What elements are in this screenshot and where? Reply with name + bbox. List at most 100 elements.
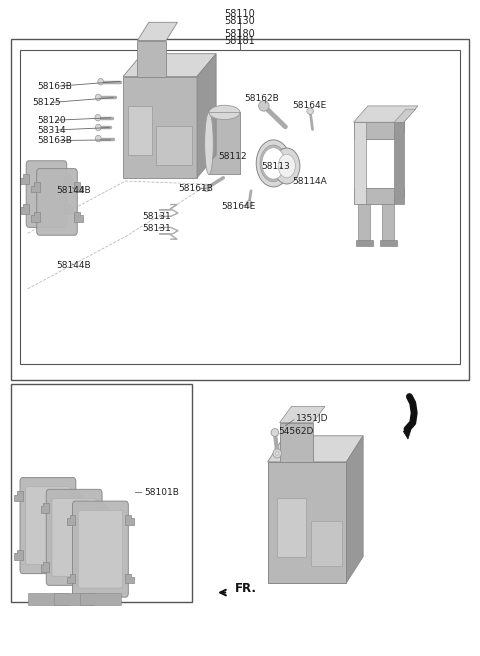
Polygon shape bbox=[354, 122, 404, 138]
Ellipse shape bbox=[98, 79, 104, 85]
Polygon shape bbox=[347, 436, 363, 583]
Polygon shape bbox=[123, 77, 197, 178]
Text: 58181: 58181 bbox=[225, 36, 255, 46]
Ellipse shape bbox=[271, 428, 279, 436]
Polygon shape bbox=[54, 593, 95, 605]
Polygon shape bbox=[137, 22, 178, 41]
Polygon shape bbox=[74, 182, 83, 192]
Ellipse shape bbox=[259, 100, 269, 111]
Text: 58131: 58131 bbox=[142, 213, 171, 222]
Text: 58112: 58112 bbox=[218, 152, 247, 161]
Polygon shape bbox=[280, 406, 325, 422]
Ellipse shape bbox=[96, 135, 101, 142]
Text: 58131: 58131 bbox=[142, 224, 171, 233]
Ellipse shape bbox=[278, 154, 295, 178]
Text: 58110: 58110 bbox=[225, 9, 255, 19]
Polygon shape bbox=[14, 550, 23, 560]
Ellipse shape bbox=[260, 145, 287, 182]
Ellipse shape bbox=[276, 451, 279, 455]
FancyBboxPatch shape bbox=[20, 478, 76, 573]
Text: 58180: 58180 bbox=[225, 29, 255, 39]
Polygon shape bbox=[64, 204, 72, 214]
Text: 58164E: 58164E bbox=[221, 202, 255, 211]
Ellipse shape bbox=[246, 201, 252, 207]
Polygon shape bbox=[31, 212, 39, 222]
Polygon shape bbox=[14, 491, 23, 501]
Polygon shape bbox=[277, 498, 306, 557]
Polygon shape bbox=[394, 109, 416, 122]
Text: 58162B: 58162B bbox=[245, 94, 279, 102]
Polygon shape bbox=[354, 106, 418, 122]
Ellipse shape bbox=[204, 112, 213, 174]
Polygon shape bbox=[197, 54, 216, 178]
Polygon shape bbox=[21, 204, 29, 214]
Text: 58163B: 58163B bbox=[37, 136, 72, 145]
Ellipse shape bbox=[307, 108, 313, 114]
Text: 58164E: 58164E bbox=[292, 102, 327, 110]
Polygon shape bbox=[268, 436, 363, 462]
Text: 58113: 58113 bbox=[262, 161, 290, 171]
Polygon shape bbox=[67, 515, 75, 525]
Polygon shape bbox=[209, 112, 240, 174]
Polygon shape bbox=[356, 240, 372, 247]
Polygon shape bbox=[31, 182, 39, 192]
Polygon shape bbox=[125, 515, 134, 525]
Polygon shape bbox=[354, 188, 404, 204]
Polygon shape bbox=[156, 125, 192, 165]
Text: 58144B: 58144B bbox=[56, 186, 91, 195]
Polygon shape bbox=[354, 122, 365, 204]
Text: 58163B: 58163B bbox=[37, 82, 72, 91]
Polygon shape bbox=[125, 573, 134, 583]
Polygon shape bbox=[403, 430, 411, 439]
Ellipse shape bbox=[96, 124, 101, 131]
FancyBboxPatch shape bbox=[26, 487, 70, 564]
Ellipse shape bbox=[260, 102, 268, 110]
Polygon shape bbox=[137, 41, 166, 77]
FancyBboxPatch shape bbox=[72, 501, 128, 597]
Ellipse shape bbox=[95, 114, 101, 121]
Polygon shape bbox=[73, 491, 82, 501]
Ellipse shape bbox=[209, 105, 240, 119]
FancyBboxPatch shape bbox=[26, 161, 67, 228]
Ellipse shape bbox=[262, 148, 285, 179]
Polygon shape bbox=[99, 562, 108, 571]
Polygon shape bbox=[80, 593, 120, 605]
Polygon shape bbox=[394, 122, 404, 204]
Text: 58144B: 58144B bbox=[56, 262, 91, 270]
Polygon shape bbox=[40, 503, 49, 513]
Polygon shape bbox=[280, 422, 313, 462]
Polygon shape bbox=[21, 174, 29, 184]
FancyBboxPatch shape bbox=[52, 499, 96, 576]
Text: 58125: 58125 bbox=[33, 98, 61, 107]
Text: 54562D: 54562D bbox=[278, 426, 313, 436]
FancyBboxPatch shape bbox=[36, 169, 77, 236]
Polygon shape bbox=[311, 521, 342, 566]
Ellipse shape bbox=[273, 449, 281, 458]
Polygon shape bbox=[268, 462, 347, 583]
FancyBboxPatch shape bbox=[78, 510, 122, 588]
Polygon shape bbox=[380, 240, 396, 247]
Ellipse shape bbox=[262, 148, 285, 179]
Text: 58130: 58130 bbox=[225, 16, 255, 26]
Polygon shape bbox=[99, 503, 108, 513]
Text: 58161B: 58161B bbox=[178, 184, 213, 193]
Ellipse shape bbox=[256, 140, 290, 187]
Polygon shape bbox=[123, 54, 216, 77]
Text: 1351JD: 1351JD bbox=[296, 414, 329, 422]
Text: FR.: FR. bbox=[235, 581, 257, 594]
Polygon shape bbox=[382, 201, 394, 240]
Polygon shape bbox=[359, 201, 370, 240]
Text: 58120: 58120 bbox=[37, 115, 66, 125]
Polygon shape bbox=[73, 550, 82, 560]
Polygon shape bbox=[64, 174, 72, 184]
Ellipse shape bbox=[96, 94, 101, 100]
Ellipse shape bbox=[274, 148, 300, 184]
Text: 58101B: 58101B bbox=[144, 488, 180, 497]
Bar bbox=[11, 384, 192, 602]
Polygon shape bbox=[67, 573, 75, 583]
Polygon shape bbox=[28, 593, 68, 605]
Polygon shape bbox=[128, 106, 152, 155]
Bar bbox=[11, 39, 469, 380]
Ellipse shape bbox=[203, 185, 210, 192]
Text: 58314: 58314 bbox=[37, 125, 66, 134]
